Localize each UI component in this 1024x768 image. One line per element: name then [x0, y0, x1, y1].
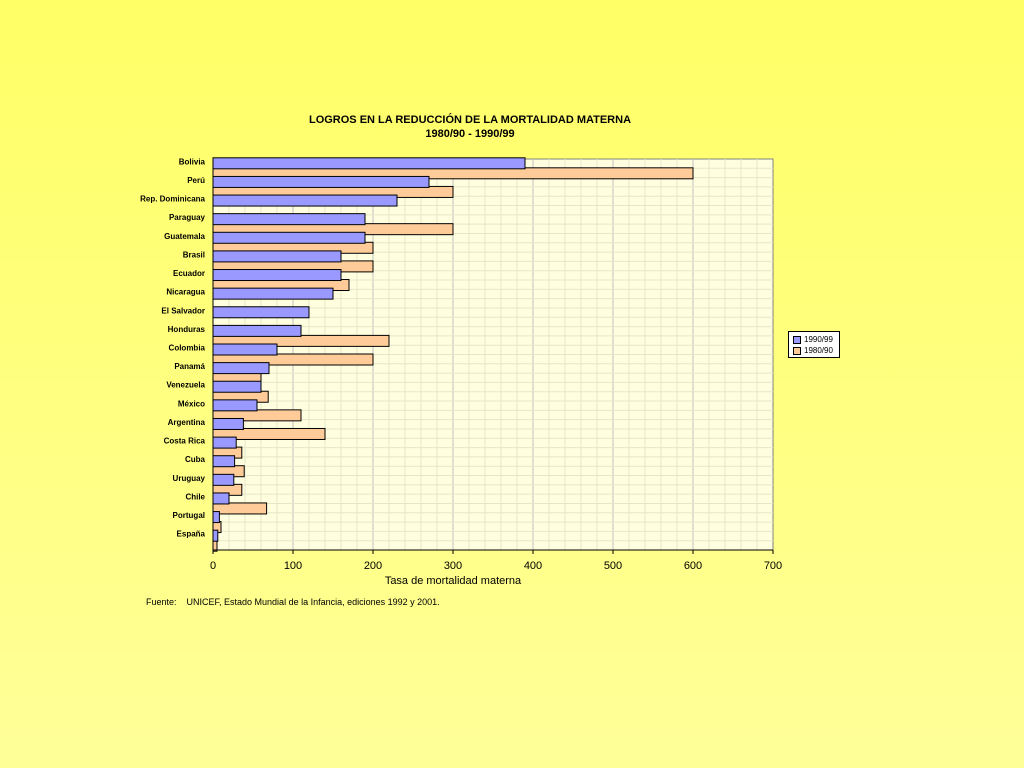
x-tick-label: 200 — [364, 560, 382, 572]
bar-1990-99 — [212, 380, 262, 393]
legend-label-1990-99: 1990/99 — [804, 335, 833, 344]
category-label: Venezuela — [166, 381, 205, 390]
legend-swatch-1980-90 — [793, 346, 801, 355]
category-label: Ecuador — [173, 269, 205, 278]
bar-1990-99 — [212, 529, 219, 542]
category-label: Cuba — [185, 455, 206, 464]
chart-subtitle: 1980/90 - 1990/99 — [425, 128, 515, 140]
bar-1990-99 — [212, 157, 526, 170]
bar-1990-99 — [212, 511, 220, 524]
category-label: Colombia — [169, 344, 206, 353]
bar-1990-99 — [212, 473, 235, 486]
bar-1990-99 — [212, 492, 230, 505]
category-label: Perú — [187, 176, 205, 185]
legend-label-1980-90: 1980/90 — [804, 346, 833, 355]
category-label: El Salvador — [161, 306, 205, 315]
category-label: Guatemala — [164, 232, 205, 241]
bar-1990-99 — [212, 343, 278, 356]
bar-1990-99 — [212, 269, 342, 282]
bar-1990-99 — [212, 175, 430, 188]
x-tick-label: 100 — [284, 560, 302, 572]
x-tick-label: 600 — [684, 560, 702, 572]
category-label: Portugal — [173, 511, 205, 520]
bar-1990-99 — [212, 455, 236, 468]
bar-1990-99 — [212, 399, 258, 412]
category-label: Nicaragua — [166, 288, 205, 297]
bar-1990-99 — [212, 287, 334, 300]
x-tick-label: 500 — [604, 560, 622, 572]
category-label: Honduras — [168, 325, 206, 334]
category-label: Argentina — [168, 418, 206, 427]
category-label: Uruguay — [173, 474, 206, 483]
legend-item-1980-90: 1980/90 — [793, 345, 839, 356]
category-label: Panamá — [174, 362, 205, 371]
x-tick-label: 300 — [444, 560, 462, 572]
bar-1990-99 — [212, 362, 270, 375]
x-tick-label: 0 — [210, 560, 216, 572]
category-label: Chile — [185, 492, 205, 501]
legend: 1990/99 1980/90 — [788, 331, 840, 358]
category-label: Bolivia — [179, 157, 206, 166]
category-label: México — [178, 399, 205, 408]
bar-1990-99 — [212, 194, 398, 207]
bar-1990-99 — [212, 417, 244, 430]
chart-title: LOGROS EN LA REDUCCIÓN DE LA MORTALIDAD … — [308, 114, 632, 126]
source-note: Fuente: UNICEF, Estado Mundial de la Inf… — [146, 597, 440, 607]
bar-1990-99 — [212, 436, 237, 449]
legend-swatch-1990-99 — [793, 335, 801, 344]
bar-1990-99 — [212, 250, 342, 263]
x-tick-label: 700 — [764, 560, 782, 572]
bar-1990-99 — [212, 324, 302, 337]
bar-1990-99 — [212, 231, 366, 244]
category-label: Costa Rica — [164, 437, 206, 446]
category-label: España — [177, 530, 206, 539]
category-label: Rep. Dominicana — [140, 195, 205, 204]
category-label: Brasil — [183, 250, 205, 259]
bar-1990-99 — [212, 213, 366, 226]
bar-1980-90 — [212, 502, 268, 515]
x-tick-label: 400 — [524, 560, 542, 572]
x-axis-title: Tasa de mortalidad materna — [385, 575, 522, 587]
bar-1990-99 — [212, 306, 310, 319]
legend-item-1990-99: 1990/99 — [793, 334, 839, 345]
category-label: Paraguay — [169, 213, 206, 222]
